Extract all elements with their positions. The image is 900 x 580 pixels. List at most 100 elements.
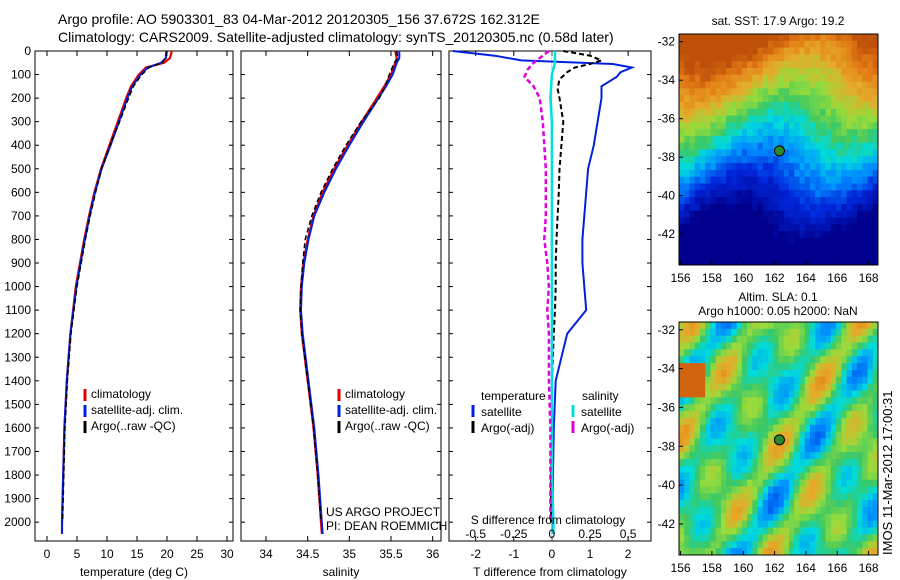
map-cell-sst-map [694, 95, 701, 103]
map-cell-sla-map [857, 356, 863, 364]
map-cell-sst-map [773, 251, 779, 259]
map-cell-sst-map [736, 156, 743, 164]
map-cell-sla-map [684, 438, 690, 446]
map-cell-sst-map [794, 183, 800, 191]
map-cell-sla-map [699, 452, 706, 460]
map-cell-sst-map [841, 101, 848, 110]
map-cell-sla-map [815, 356, 821, 364]
map-cell-sst-map [747, 183, 753, 191]
map-cell-sla-map [731, 507, 738, 515]
map-cell-sst-map [747, 169, 753, 178]
map-cell-sla-map [825, 328, 832, 337]
map-cell-sst-map [799, 34, 806, 42]
map-cell-sst-map [836, 108, 842, 117]
map-cell-sla-map [825, 445, 832, 453]
map-cell-sla-map [872, 527, 879, 535]
map-cell-sst-map [783, 129, 790, 137]
map-cell-sst-map [836, 54, 842, 62]
map-cell-sla-map [736, 335, 743, 344]
map-cell-sst-map [851, 95, 858, 103]
map-cell-sst-map [815, 251, 821, 259]
map-cell-sla-map [747, 472, 753, 481]
map-cell-sla-map [741, 356, 748, 364]
map-cell-sla-map [809, 397, 816, 405]
map-cell-sst-map [684, 251, 690, 259]
map-cell-sst-map [794, 74, 800, 83]
map-cell-sla-map [820, 527, 827, 535]
map-cell-sla-map [726, 500, 732, 508]
map-cell-sst-map [809, 190, 816, 198]
map-cell-sla-map [715, 328, 722, 337]
map-cell-sla-map [694, 411, 701, 419]
map-cell-sla-map [825, 404, 832, 412]
map-cell-sla-map [705, 356, 711, 364]
map-cell-sla-map [773, 493, 779, 501]
map-cell-sst-map [841, 156, 848, 164]
map-cell-sla-map [705, 452, 711, 460]
map-cell-sla-map [862, 383, 869, 392]
map-cell-sst-map [825, 95, 832, 103]
map-cell-sst-map [799, 61, 806, 69]
map-cell-sla-map [715, 438, 722, 446]
map-cell-sla-map [720, 459, 727, 467]
argo-position-marker [773, 145, 785, 157]
map-cell-sst-map [783, 197, 790, 205]
map-cell-sla-map [809, 328, 816, 337]
map-cell-sst-map [809, 156, 816, 164]
map-cell-sla-map [820, 520, 827, 529]
map-cell-sst-map [726, 88, 732, 96]
map-cell-sla-map [872, 335, 879, 344]
map-cell-sst-map [731, 149, 738, 157]
map-cell-sla-map [799, 369, 806, 378]
map-cell-sla-map [694, 342, 701, 350]
map-cell-sst-map [778, 176, 785, 184]
map-cell-sla-map [872, 465, 879, 474]
map-cell-sla-map [830, 397, 837, 405]
map-cell-sla-map [872, 541, 879, 549]
map-cell-sla-map [710, 376, 717, 385]
map-cell-sla-map [757, 342, 764, 350]
map-cell-sla-map [736, 328, 743, 337]
map-cell-sst-map [846, 135, 853, 144]
map-cell-sla-map [694, 527, 701, 535]
map-cell-sla-map [762, 376, 769, 385]
map-cell-sst-map [820, 108, 827, 117]
map-cell-sla-map [862, 452, 869, 460]
map-cell-sla-map [694, 520, 701, 529]
map-cell-sla-map [841, 335, 848, 344]
map-cell-sst-map [752, 183, 759, 191]
map-cell-sla-map [752, 431, 759, 439]
map-cell-sst-map [825, 54, 832, 62]
map-cell-sst-map [799, 237, 806, 246]
map-cell-sst-map [804, 190, 811, 198]
map-cell-sst-map [825, 129, 832, 137]
map-cell-sst-map [747, 61, 753, 69]
map-cell-sla-map [741, 445, 748, 453]
map-cell-sst-map [705, 115, 711, 123]
map-cell-sla-map [710, 322, 717, 330]
map-cell-sst-map [720, 74, 727, 83]
map-cell-sla-map [715, 548, 722, 556]
map-cell-sla-map [694, 390, 701, 398]
map-cell-sst-map [731, 40, 738, 49]
map-cell-sla-map [788, 513, 795, 522]
map-cell-sla-map [804, 383, 811, 392]
map-cell-sla-map [825, 507, 832, 515]
map-cell-sla-map [762, 548, 769, 556]
map-cell-sla-map [715, 486, 722, 494]
map-cell-sst-map [762, 169, 769, 178]
map-cell-sst-map [867, 95, 874, 103]
map-cell-sla-map [872, 459, 879, 467]
map-cell-sla-map [809, 445, 816, 453]
map-cell-sla-map [736, 493, 743, 501]
map-cell-sla-map [804, 328, 811, 337]
map-cell-sla-map [794, 322, 800, 330]
map-cell-sla-map [741, 438, 748, 446]
map-cell-sla-map [731, 322, 738, 330]
map-x-tick-label: 166 [827, 271, 847, 285]
map-cell-sst-map [689, 101, 696, 110]
map-cell-sla-map [836, 534, 842, 542]
map-cell-sst-map [741, 115, 748, 123]
map-cell-sla-map [804, 452, 811, 460]
map-cell-sla-map [794, 342, 800, 350]
